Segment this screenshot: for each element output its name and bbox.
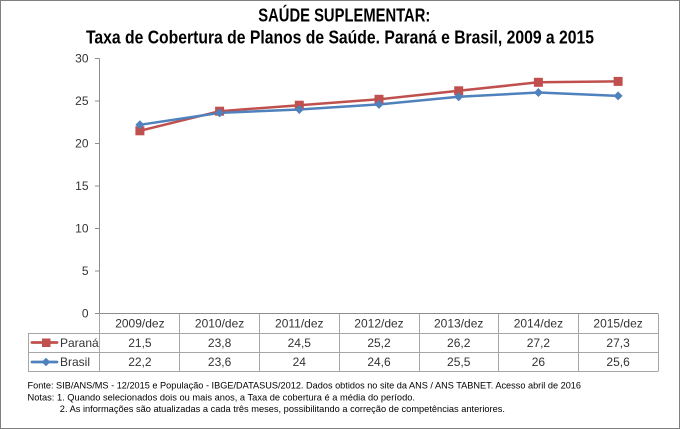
svg-text:2014/dez: 2014/dez — [514, 317, 563, 331]
svg-text:2011/dez: 2011/dez — [275, 317, 324, 331]
svg-text:22,2: 22,2 — [128, 355, 152, 369]
svg-text:24: 24 — [293, 355, 307, 369]
svg-text:Fonte: SIB/ANS/MS - 12/2015 e: Fonte: SIB/ANS/MS - 12/2015 e População … — [28, 381, 582, 392]
svg-text:Notas: 1. Quando selecionados: Notas: 1. Quando selecionados dois ou ma… — [28, 392, 416, 403]
svg-text:24,5: 24,5 — [288, 336, 312, 350]
svg-text:2010/dez: 2010/dez — [195, 317, 244, 331]
svg-text:30: 30 — [75, 52, 89, 66]
svg-text:27,3: 27,3 — [606, 336, 630, 350]
svg-text:27,2: 27,2 — [527, 336, 551, 350]
svg-text:26,2: 26,2 — [447, 336, 471, 350]
svg-text:25,5: 25,5 — [447, 355, 471, 369]
svg-text:26: 26 — [532, 355, 546, 369]
svg-text:2012/dez: 2012/dez — [354, 317, 403, 331]
svg-text:20: 20 — [75, 137, 89, 151]
svg-text:25,2: 25,2 — [367, 336, 391, 350]
svg-text:Paraná: Paraná — [60, 336, 99, 350]
svg-text:2. As informações são atualiza: 2. As informações são atualizadas a cada… — [60, 404, 505, 415]
svg-text:2015/dez: 2015/dez — [593, 317, 642, 331]
svg-text:5: 5 — [82, 264, 89, 278]
svg-text:23,8: 23,8 — [208, 336, 232, 350]
svg-text:2009/dez: 2009/dez — [115, 317, 164, 331]
svg-text:Brasil: Brasil — [60, 355, 90, 369]
svg-text:25: 25 — [75, 94, 89, 108]
svg-text:Taxa de Cobertura de Planos de: Taxa de Cobertura de Planos de Saúde. Pa… — [86, 28, 594, 48]
svg-text:21,5: 21,5 — [128, 336, 152, 350]
svg-text:24,6: 24,6 — [367, 355, 391, 369]
svg-text:2013/dez: 2013/dez — [434, 317, 483, 331]
svg-text:0: 0 — [82, 307, 89, 321]
svg-text:15: 15 — [75, 179, 89, 193]
svg-text:25,6: 25,6 — [606, 355, 630, 369]
svg-text:SAÚDE SUPLEMENTAR:: SAÚDE SUPLEMENTAR: — [258, 4, 430, 25]
svg-text:23,6: 23,6 — [208, 355, 232, 369]
svg-text:10: 10 — [75, 222, 89, 236]
